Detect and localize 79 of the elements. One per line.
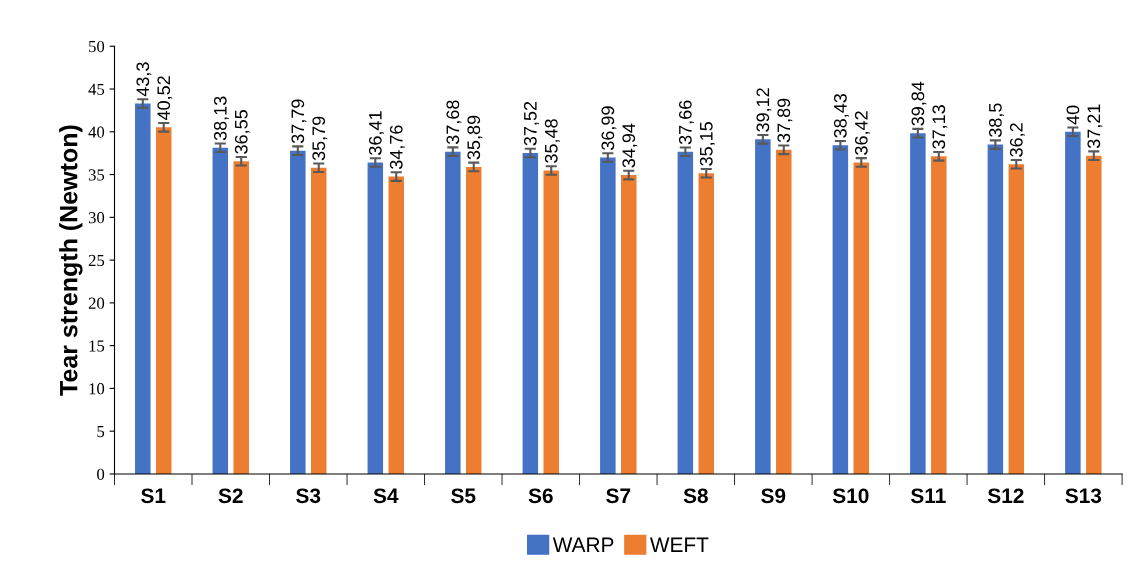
y-tick-label: 10: [89, 383, 105, 395]
bar: [1065, 131, 1081, 474]
bar: [233, 161, 249, 474]
x-tick-label: S8: [683, 488, 708, 504]
data-label: 36,42: [854, 111, 870, 155]
y-tick-label: 35: [88, 169, 105, 181]
y-tick-label: 20: [88, 297, 105, 309]
data-label: 38,13: [213, 96, 229, 141]
bar: [367, 162, 384, 474]
x-tick-label: S6: [528, 488, 553, 504]
bar: [466, 166, 482, 474]
bar: [135, 103, 151, 474]
y-tick-label: 50: [89, 40, 105, 53]
x-tick-label: S11: [910, 488, 946, 504]
x-tick-label: S12: [987, 488, 1024, 504]
y-tick-label: 30: [88, 212, 105, 224]
y-tick-label: 25: [88, 254, 105, 267]
bar: [677, 151, 694, 474]
x-tick-label: S5: [451, 488, 476, 504]
data-label: 37,68: [446, 100, 462, 145]
data-label: 37,13: [932, 105, 948, 149]
data-label: 36,55: [234, 110, 250, 154]
bar: [388, 176, 404, 474]
y-tick-label: 45: [88, 83, 105, 95]
x-tick-label: S9: [761, 488, 786, 504]
bar: [1086, 155, 1102, 474]
data-label: 35,89: [467, 115, 483, 160]
legend-label: WARP: [552, 537, 614, 552]
bar: [755, 139, 771, 474]
data-label: 35,79: [312, 116, 328, 161]
data-label: 38,5: [988, 103, 1004, 138]
x-tick-label: S10: [832, 488, 869, 504]
y-axis-title: Tear strength (Newton): [59, 125, 83, 396]
data-label: 37,52: [523, 101, 539, 146]
data-label: 39,84: [911, 81, 927, 126]
bar: [832, 145, 849, 474]
data-label: 37,89: [777, 98, 793, 143]
y-tick-label: 0: [97, 468, 105, 480]
data-label: 38,43: [833, 93, 849, 138]
data-label: 34,94: [622, 123, 638, 168]
x-tick-label: S4: [373, 488, 399, 504]
data-label: 36,2: [1009, 123, 1025, 157]
bar: [1008, 164, 1025, 474]
data-label: 36,99: [601, 106, 617, 150]
bar: [445, 151, 461, 474]
data-label: 37,66: [678, 100, 694, 145]
bar: [543, 170, 560, 474]
bar: [853, 162, 870, 474]
bar: [155, 127, 172, 474]
y-tick-label: 40: [88, 126, 105, 138]
x-tick-label: S13: [1065, 488, 1102, 504]
data-label: 40: [1066, 105, 1080, 125]
bar: [987, 144, 1004, 474]
bar: [776, 149, 792, 474]
bar: [600, 157, 616, 474]
bar: [931, 156, 947, 474]
bar: [290, 150, 306, 474]
data-label: 35,15: [699, 122, 715, 166]
data-label: 36,41: [368, 111, 384, 155]
data-label: 34,76: [389, 125, 405, 170]
bar: [910, 133, 926, 474]
legend-label: WEFT: [649, 537, 709, 552]
bar: [522, 153, 539, 474]
y-tick-label: 5: [97, 426, 105, 438]
data-label: 40,52: [157, 76, 173, 121]
x-tick-label: S1: [141, 488, 166, 504]
bar: [212, 147, 229, 474]
x-tick-label: S7: [606, 488, 631, 504]
x-tick-label: S3: [296, 488, 321, 504]
bar: [698, 173, 715, 474]
bar: [310, 167, 327, 474]
data-label: 37,21: [1087, 104, 1103, 149]
data-label: 37,79: [291, 99, 307, 144]
y-tick-label: 15: [89, 340, 105, 352]
bar: [621, 175, 637, 474]
x-tick-label: S2: [218, 488, 243, 504]
data-label: 35,48: [544, 119, 560, 163]
data-label: 43,3: [136, 62, 152, 97]
data-label: 39,12: [756, 88, 772, 132]
